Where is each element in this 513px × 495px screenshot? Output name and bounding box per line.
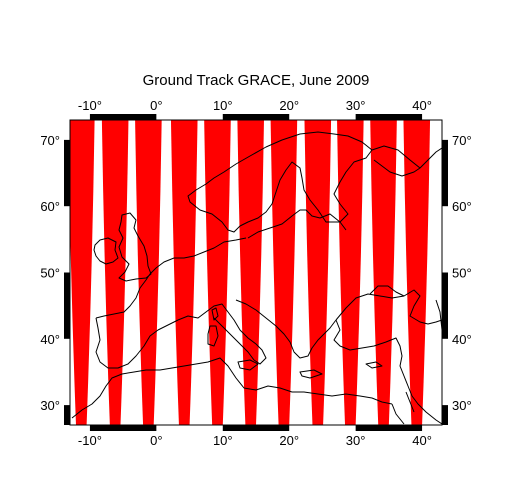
frame-segment-right	[442, 139, 448, 207]
map-area	[64, 114, 448, 431]
lat-label-right: 40°	[452, 332, 472, 347]
coastline-crimea	[369, 285, 405, 297]
lon-label-bottom: 10°	[213, 433, 233, 448]
lon-label-top: 20°	[279, 98, 299, 113]
coastline-sardinia	[207, 325, 219, 347]
coastline-black-sea	[335, 289, 442, 325]
frame-segment-left	[64, 272, 70, 339]
lon-label-top: 40°	[412, 98, 432, 113]
ground-track-band	[403, 120, 431, 425]
coastline-iberia	[95, 317, 179, 369]
bottom-axis-labels: -10° 0° 10° 20° 30° 40°	[78, 433, 432, 448]
top-axis-labels: -10° 0° 10° 20° 30° 40°	[78, 98, 432, 113]
coastline-kola	[371, 145, 421, 177]
coastline-ireland	[93, 237, 119, 265]
coastline-great-britain	[118, 212, 152, 282]
right-axis-labels: 30° 40° 50° 60° 70°	[452, 133, 472, 413]
lon-label-bottom: 20°	[279, 433, 299, 448]
lon-label-bottom: -10°	[78, 433, 102, 448]
frame-segment-bottom	[89, 425, 157, 431]
coastline-arctic-russia	[419, 147, 442, 169]
lat-label-right: 30°	[452, 398, 472, 413]
frame-segment-top	[89, 114, 157, 120]
ground-track-band	[237, 120, 264, 425]
lat-label-left: 40°	[40, 332, 60, 347]
ground-track-band	[70, 120, 95, 425]
coastline-corsica	[211, 307, 219, 321]
frame-segment-right	[442, 405, 448, 425]
coastline-scandinavia	[187, 131, 373, 233]
ground-track-band	[270, 120, 298, 425]
map-frame-ticks	[64, 114, 448, 431]
lat-label-right: 70°	[452, 133, 472, 148]
ground-track-band	[204, 120, 231, 425]
coastline-cyprus	[365, 361, 383, 369]
lon-label-top: 0°	[150, 98, 162, 113]
coastline-baltic	[247, 209, 347, 239]
lat-label-right: 50°	[452, 266, 472, 281]
lon-label-bottom: 0°	[150, 433, 162, 448]
frame-segment-bottom	[355, 425, 423, 431]
frame-segment-left	[64, 139, 70, 207]
frame-segment-top	[355, 114, 423, 120]
ground-track-band	[170, 120, 198, 425]
ground-track-band	[101, 120, 129, 425]
coastline-continental-west	[95, 237, 247, 319]
frame-segment-top	[222, 114, 290, 120]
coastline-italy	[177, 303, 267, 365]
coastline-sinai	[391, 391, 415, 425]
frame-segment-right	[442, 272, 448, 339]
lon-label-bottom: 30°	[346, 433, 366, 448]
frame-segment-left	[64, 405, 70, 425]
lon-label-top: 30°	[346, 98, 366, 113]
lat-label-left: 30°	[40, 398, 60, 413]
coastline-anatolia	[333, 319, 442, 425]
coastline-north-africa	[71, 357, 393, 419]
lat-label-left: 50°	[40, 266, 60, 281]
lon-label-top: -10°	[78, 98, 102, 113]
frame-segment-bottom	[222, 425, 290, 431]
lon-label-bottom: 40°	[412, 433, 432, 448]
ground-track-bands	[70, 120, 431, 425]
coastline-sicily	[237, 359, 259, 371]
coastlines	[71, 131, 442, 425]
coastline-caspian	[435, 299, 442, 331]
lat-label-right: 60°	[452, 199, 472, 214]
lat-label-left: 60°	[40, 199, 60, 214]
lat-label-left: 70°	[40, 133, 60, 148]
coastline-balkans	[235, 299, 337, 359]
ground-track-band	[370, 120, 397, 425]
map-title: Ground Track GRACE, June 2009	[143, 72, 370, 89]
coastline-crete	[299, 369, 323, 379]
lon-label-top: 10°	[213, 98, 233, 113]
axis-labels: -10° 0° 10° 20° 30° 40° -10° 0° 10° 20° …	[40, 98, 471, 448]
left-axis-labels: 30° 40° 50° 60° 70°	[40, 133, 60, 413]
